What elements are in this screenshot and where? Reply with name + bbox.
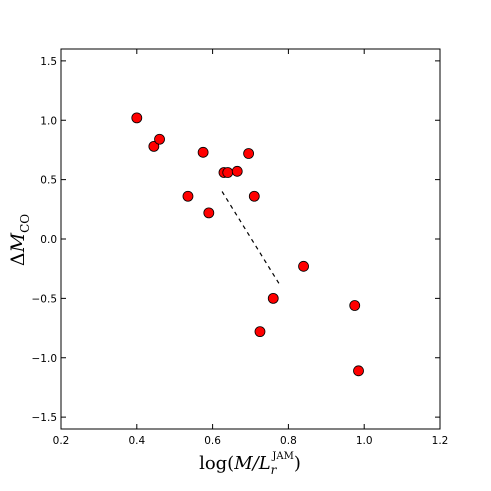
data-point [131,112,143,124]
data-point [154,133,165,145]
data-point [197,146,209,158]
axis-tick-labels: 0.2 0.4 0.6 0.8 1.0 1.2 −1.5 −1.0 −0.5 0.0 0.5 1.0 1… [32,56,449,447]
y-tick-label: −1.5 [32,412,58,424]
x-label-suffix: ) [294,453,301,474]
data-point [248,190,260,202]
y-tick-label: 1.0 [40,115,57,127]
data-point [349,300,361,311]
y-tick-label: 0.0 [40,234,57,246]
axis-ticks [60,49,441,429]
y-axis-label: ΔMCO [7,214,32,266]
data-point [243,148,255,159]
data-point [182,190,194,202]
y-tick-label: 1.5 [40,56,57,68]
data-point [298,260,309,272]
x-label-prefix: log( [199,453,234,474]
x-tick-label: 0.4 [128,435,145,447]
x-axis-label: log(M/LrJAM) [199,451,301,477]
x-tick-label: 0.2 [53,435,70,447]
plot-frame [60,48,441,430]
data-point [148,140,160,152]
x-tick-label: 0.8 [280,435,297,447]
y-tick-label: −1.0 [32,353,58,365]
y-label-prefix: Δ [7,252,29,266]
data-point [203,207,215,219]
fit-line [221,191,282,287]
data-point [353,365,364,377]
x-tick-label: 1.0 [356,435,373,447]
data-point [267,292,279,304]
y-tick-label: −0.5 [32,293,58,305]
y-label-subscript: CO [18,214,32,233]
data-point [231,165,243,177]
y-label-main: M [7,232,29,253]
x-label-main: M/L [233,453,270,474]
data-points [131,112,364,377]
y-tick-label: 0.5 [40,175,57,187]
x-tick-label: 1.2 [432,435,449,447]
x-tick-label: 0.6 [204,435,221,447]
x-label-subscript: r [271,463,278,477]
data-point [222,167,234,178]
x-label-superscript: JAM [271,451,293,462]
data-point [254,326,266,338]
